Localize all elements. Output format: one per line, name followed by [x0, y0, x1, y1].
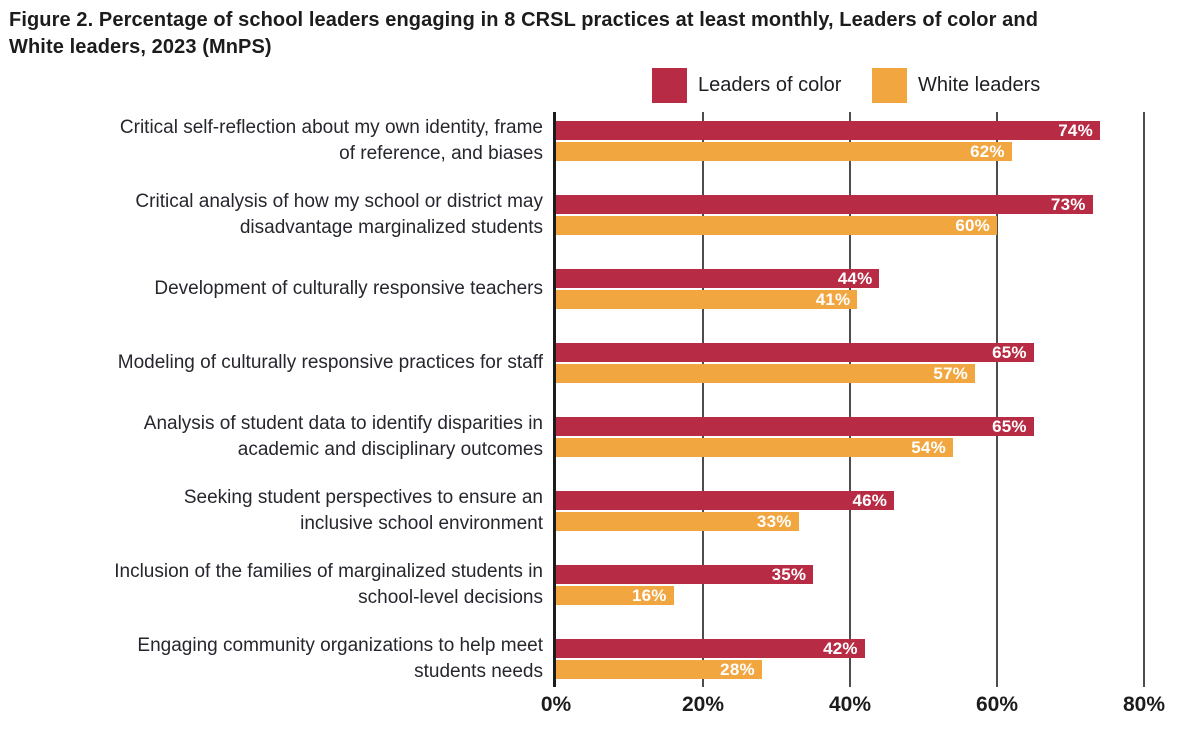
bar-value-label: 57%	[933, 363, 968, 383]
bar-value-label: 44%	[837, 268, 873, 288]
gridline	[849, 112, 851, 687]
bar-value-label: 73%	[1050, 194, 1086, 214]
bar-white-leaders: 41%	[556, 289, 858, 309]
y-axis-line	[553, 112, 556, 687]
bar-leaders-of-color: 65%	[556, 343, 1034, 362]
gridline	[1143, 112, 1145, 687]
category-label: Modeling of culturally responsive practi…	[117, 352, 543, 373]
legend-item-white-leaders: White leaders	[872, 68, 1040, 103]
gridline	[702, 112, 704, 687]
bar-leaders-of-color: 73%	[556, 195, 1093, 214]
bar-value-label: 41%	[815, 289, 851, 309]
bar-leaders-of-color: 42%	[556, 639, 865, 658]
bar-value-label: 65%	[992, 416, 1027, 436]
category-label: Seeking student perspectives to ensure a…	[183, 487, 543, 534]
x-tick-label: 0%	[540, 693, 572, 716]
bar-value-label: 60%	[955, 215, 990, 235]
plot-area: 74% 62% 73% 60% 44% 41% 65% 57% 65% 54% 46% 33% 35% 1…	[553, 112, 1145, 687]
category-label: Development of culturally responsive tea…	[154, 278, 543, 299]
bar-value-label: 46%	[852, 490, 888, 510]
category-label: Critical analysis of how my school or di…	[135, 191, 543, 238]
x-tick-label: 40%	[828, 693, 872, 716]
bar-white-leaders: 62%	[556, 142, 1012, 161]
gridline	[996, 112, 998, 687]
category-label: Critical self-reflection about my own id…	[119, 117, 543, 164]
legend-label-white-leaders: White leaders	[918, 74, 1041, 96]
bar-leaders-of-color: 46%	[556, 490, 895, 510]
legend-swatch-leaders-of-color	[652, 68, 687, 103]
bar-value-label: 33%	[756, 511, 792, 531]
bar-value-label: 35%	[771, 564, 807, 584]
bar-value-label: 74%	[1058, 120, 1093, 140]
bar-white-leaders: 28%	[556, 660, 762, 679]
bar-value-label: 42%	[823, 638, 858, 658]
bar-value-label: 62%	[970, 141, 1005, 161]
x-tick-label: 20%	[681, 693, 725, 716]
bar-white-leaders: 33%	[556, 512, 799, 531]
bar-value-label: 28%	[720, 659, 755, 679]
bar-value-label: 16%	[631, 585, 667, 605]
bar-leaders-of-color: 74%	[556, 121, 1100, 140]
legend-label-leaders-of-color: Leaders of color	[698, 74, 842, 96]
bar-value-label: 65%	[992, 342, 1027, 362]
figure-title: Figure 2. Percentage of school leaders e…	[9, 9, 1039, 58]
bar-white-leaders: 54%	[556, 438, 953, 457]
x-tick-label: 80%	[1122, 693, 1166, 716]
bar-value-label: 54%	[911, 437, 946, 457]
category-label: Inclusion of the families of marginalize…	[114, 561, 543, 608]
bar-leaders-of-color: 65%	[556, 417, 1034, 436]
category-label: Analysis of student data to identify dis…	[143, 413, 543, 460]
bar-white-leaders: 16%	[556, 586, 674, 605]
legend-item-leaders-of-color: Leaders of color	[652, 68, 841, 103]
bar-white-leaders: 57%	[556, 364, 975, 383]
legend-swatch-white-leaders	[872, 68, 907, 103]
bar-leaders-of-color: 44%	[556, 268, 880, 288]
category-label: Engaging community organizations to help…	[137, 635, 543, 682]
bar-leaders-of-color: 35%	[556, 564, 814, 584]
bar-white-leaders: 60%	[556, 216, 997, 235]
x-tick-label: 60%	[975, 693, 1019, 716]
